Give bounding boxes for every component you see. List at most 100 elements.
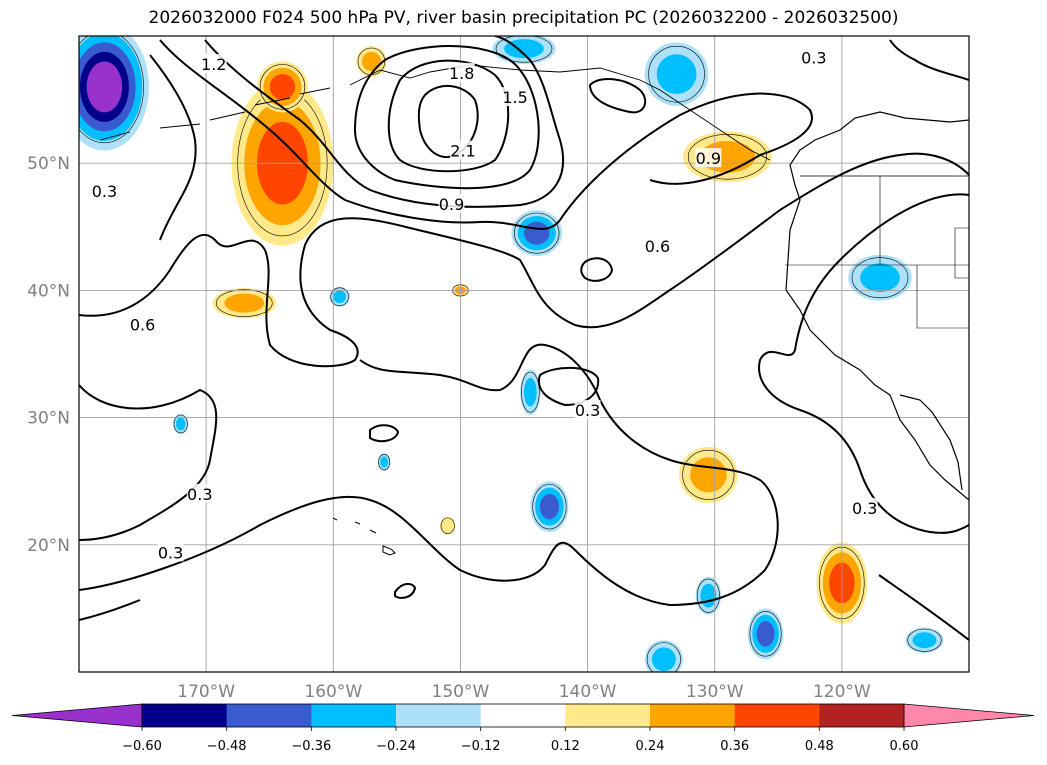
contour-label: 1.5 — [502, 88, 527, 107]
lon-tick-label: 130°W — [686, 682, 744, 702]
precip-level-fill — [86, 61, 123, 113]
aleutian-islands — [99, 87, 331, 141]
precip-outline — [216, 289, 273, 317]
colorbar-bin — [396, 704, 482, 727]
precip-outline — [907, 628, 942, 652]
colorbar-bin — [226, 704, 312, 727]
precip-outline — [259, 64, 306, 110]
lat-tick-label: 30°N — [27, 409, 70, 429]
baja-coastline — [899, 394, 963, 491]
contour-label-bg — [449, 140, 476, 160]
pv-contour-0.3-north — [149, 54, 197, 241]
contour-label: 1.2 — [201, 55, 226, 74]
coastlines — [99, 64, 969, 556]
precip-level-fill — [912, 632, 937, 649]
precip-level-fill — [524, 221, 550, 245]
precip-outline — [648, 45, 705, 103]
precip-outline — [378, 453, 391, 471]
pv-contour-0.3-east — [758, 39, 969, 534]
lat-tick-label: 20°N — [27, 536, 70, 556]
pv-contour-labels: 2.1 1.8 1.5 1.2 0.9 0.9 0.6 0.6 0.3 0.3 0.3 0.3 0.3 0… — [91, 47, 878, 562]
lon-tick-label: 170°W — [177, 682, 235, 702]
contour-label-bg — [200, 53, 227, 73]
precip-outline — [173, 414, 188, 434]
contour-label-bg — [502, 87, 529, 107]
precip-outline — [682, 449, 735, 500]
precip-level-fill — [269, 74, 296, 100]
contour-label: 0.6 — [645, 237, 670, 256]
contour-label-bg — [91, 181, 118, 201]
precip-outline — [696, 578, 720, 613]
precip-anomaly-13 — [644, 640, 683, 672]
precip-outline — [514, 212, 560, 254]
state-borders — [785, 176, 969, 329]
colorbar-tick-label: 0.48 — [805, 739, 834, 754]
precip-level-fill — [224, 293, 265, 313]
contour-label-bg — [438, 193, 465, 213]
precip-outline — [330, 287, 349, 307]
colorbar-bin — [142, 704, 228, 727]
precip-anomaly-18 — [377, 453, 391, 472]
contour-label: 1.8 — [449, 64, 474, 83]
contour-label-bg — [186, 483, 213, 503]
colorbar-frame — [141, 703, 905, 728]
precip-anomaly-17 — [173, 413, 189, 435]
pv-contour-1.5 — [353, 45, 540, 190]
colorbar-tick-label: −0.36 — [291, 739, 331, 754]
pv-contour-0.3-ring2 — [537, 366, 600, 407]
precip-level-fill — [440, 516, 456, 535]
precip-level-fill — [651, 647, 676, 672]
contour-label: 0.3 — [801, 49, 826, 68]
pv-contour-0.3-small — [369, 78, 647, 599]
pv-contour-0.6 — [79, 152, 969, 368]
precip-level-fill — [700, 583, 717, 608]
precip-anomaly-4 — [511, 210, 563, 257]
precip-level-fill — [380, 456, 389, 468]
precip-level-fill — [333, 290, 346, 304]
colorbar-tick-label: 0.36 — [720, 739, 749, 754]
pv-contour-0.3-south — [79, 599, 141, 621]
pv-contour-0.3-ring — [580, 257, 614, 282]
precip-outline — [749, 611, 782, 657]
precip-level-fill — [504, 39, 544, 59]
lon-tick-label: 150°W — [432, 682, 490, 702]
colorbar-bin — [734, 704, 820, 727]
precip-anomaly-7 — [848, 254, 912, 301]
precip-level-fill — [860, 263, 900, 292]
contour-label-bg — [448, 62, 475, 82]
colorbar-tick-label: 0.12 — [551, 739, 580, 754]
precip-anomaly-20 — [440, 516, 456, 535]
pv-contour-0.3-main — [79, 343, 779, 607]
contour-label-bg — [800, 47, 827, 67]
alaska-coastline — [349, 64, 771, 161]
colorbar-bin — [565, 704, 651, 727]
map-frame — [78, 35, 970, 673]
pv-contours — [79, 36, 969, 641]
colorbar-tick-label: −0.60 — [122, 739, 162, 754]
precip-outline — [495, 36, 553, 63]
precip-level-fill — [524, 377, 537, 407]
precip-level-fill — [539, 493, 559, 520]
colorbar: −0.60 −0.48 −0.36 −0.24 −0.12 0.12 0.24 0.36 0.4… — [11, 703, 1035, 754]
precip-anomaly-22 — [492, 36, 556, 64]
precip-level-fill — [756, 621, 775, 647]
contour-label-bg — [574, 399, 601, 419]
lon-tick-label: 160°W — [304, 682, 362, 702]
lon-tick-label: 140°W — [559, 682, 617, 702]
hawaii-islands — [332, 517, 396, 556]
colorbar-bin — [480, 704, 566, 727]
precip-level-fill — [175, 417, 186, 431]
precip-outline — [440, 517, 455, 534]
colorbar-bin — [650, 704, 736, 727]
colorbar-bin — [311, 704, 397, 727]
contour-label: 0.3 — [92, 182, 117, 201]
contour-label: 0.3 — [575, 401, 600, 420]
precip-level-fill — [361, 51, 381, 71]
colorbar-extend-high — [903, 703, 1035, 728]
precip-outline — [521, 371, 540, 413]
precip-outline — [79, 36, 144, 144]
precip-anomaly-14 — [520, 369, 541, 416]
precip-anomaly-8 — [679, 446, 738, 503]
contour-label-bg — [157, 542, 184, 562]
